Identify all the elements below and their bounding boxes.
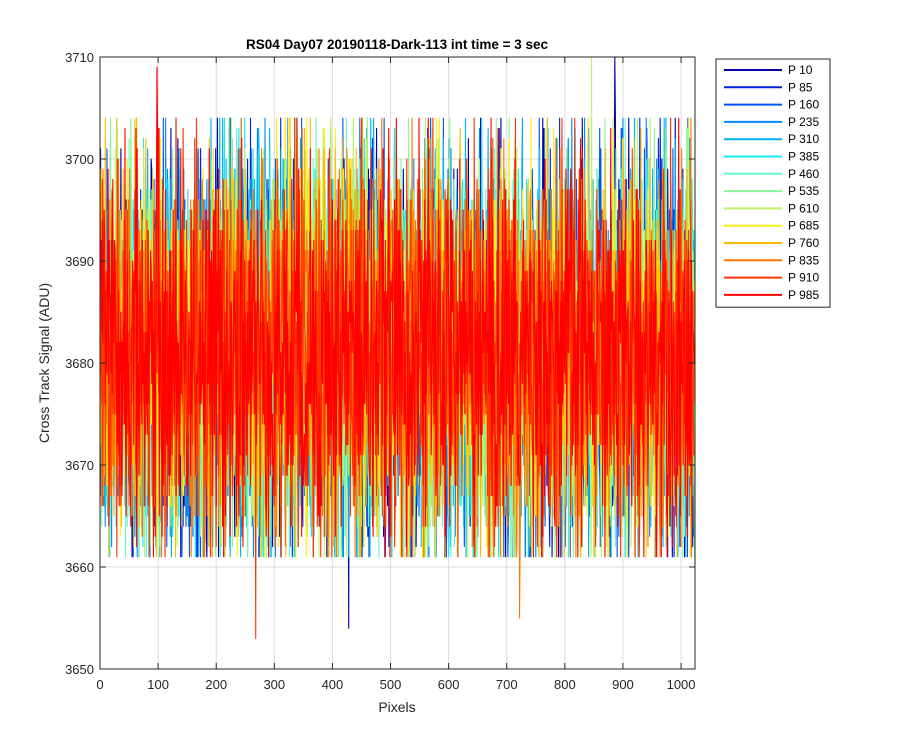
legend: P 10 P 85 P 160 P 235 P 310 P 385 P 460 P 535 P … [715,58,831,308]
y-tick-label: 3690 [65,254,94,269]
x-tick-label: 100 [147,677,169,692]
x-tick-label: 800 [554,677,576,692]
y-tick-label: 3650 [65,662,94,677]
x-tick-label: 300 [263,677,285,692]
legend-label: P 310 [788,132,819,146]
x-axis: 0 100 200 300 400 500 600 700 800 900 1000 [96,57,696,692]
x-tick-label: 400 [322,677,344,692]
legend-label: P 10 [788,63,813,77]
legend-label: P 835 [788,253,819,267]
chart-title: RS04 Day07 20190118-Dark-113 int time = … [246,37,549,52]
y-axis-label: Cross Track Signal (ADU) [36,283,52,443]
x-tick-label: 500 [380,677,402,692]
legend-box [715,58,831,308]
x-axis-label: Pixels [378,699,415,715]
y-tick-label: 3660 [65,560,94,575]
x-tick-label: 200 [205,677,227,692]
y-tick-label: 3680 [65,356,94,371]
x-tick-label: 900 [612,677,634,692]
legend-label: P 460 [788,167,819,181]
series-line [100,66,695,558]
legend-label: P 910 [788,271,819,285]
legend-label: P 610 [788,201,819,215]
legend-label: P 685 [788,219,819,233]
y-tick-label: 3670 [65,458,94,473]
y-tick-label: 3710 [65,50,94,65]
legend-label: P 535 [788,184,819,198]
x-tick-label: 600 [438,677,460,692]
x-tick-label: 1000 [667,677,696,692]
legend-label: P 385 [788,150,819,164]
legend-label: P 985 [788,288,819,302]
x-tick-label: 0 [96,677,103,692]
y-axis: 3650 3660 3670 3680 3690 3700 3710 [65,50,695,677]
legend-label: P 235 [788,115,819,129]
x-tick-label: 700 [496,677,518,692]
legend-label: P 160 [788,98,819,112]
y-tick-label: 3700 [65,152,94,167]
series-group [100,57,695,639]
legend-label: P 760 [788,236,819,250]
legend-label: P 85 [788,80,813,94]
